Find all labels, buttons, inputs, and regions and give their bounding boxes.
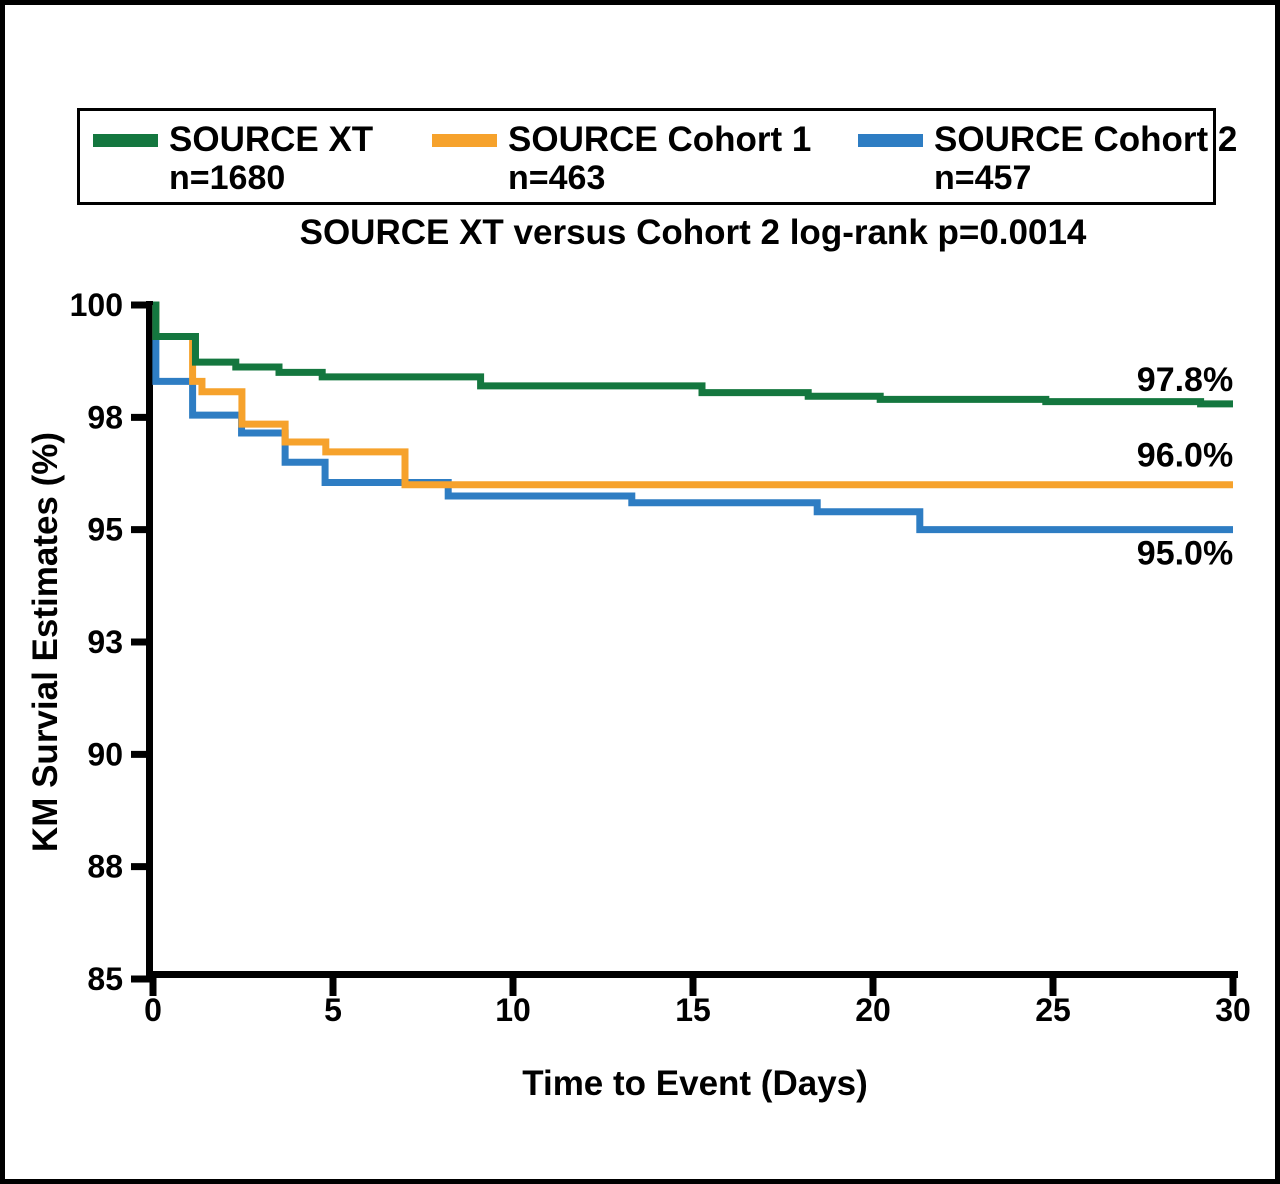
final-value-label: 95.0% xyxy=(1137,535,1233,573)
legend-box: SOURCE XT n=1680 SOURCE Cohort 1 n=463 S… xyxy=(77,108,1237,205)
km-curve-source-xt xyxy=(152,301,1233,408)
legend-n-count: n=1680 xyxy=(169,159,286,197)
km-curve-source-cohort-1 xyxy=(152,301,1233,489)
legend-label: SOURCE XT xyxy=(169,120,374,159)
legend-swatch-source-cohort-2 xyxy=(858,133,923,147)
x-tick-label: 25 xyxy=(1035,992,1071,1028)
legend-n-count: n=463 xyxy=(508,159,606,197)
legend-n-count: n=457 xyxy=(934,159,1032,197)
x-tick-label: 15 xyxy=(675,992,711,1028)
y-tick-label: 88 xyxy=(87,849,123,885)
legend-label: SOURCE Cohort 2 xyxy=(934,120,1238,159)
x-tick-label: 30 xyxy=(1215,992,1251,1028)
x-tick-label: 5 xyxy=(324,992,342,1028)
y-tick-label: 93 xyxy=(87,624,123,660)
legend-swatch-source-cohort-1 xyxy=(432,133,497,147)
legend-entry-source-xt: SOURCE XT n=1680 xyxy=(93,120,373,196)
legend-swatch-source-xt xyxy=(93,133,158,147)
axis-ticks: 100 98 95 93 90 88 85 0 5 10 15 20 25 30 xyxy=(70,287,1251,1028)
x-tick-label: 20 xyxy=(855,992,891,1028)
y-axis-title: KM Survial Estimates (%) xyxy=(26,432,65,852)
legend-entry-source-cohort-2: SOURCE Cohort 2 n=457 xyxy=(858,120,1237,196)
legend-entry-source-cohort-1: SOURCE Cohort 1 n=463 xyxy=(432,120,811,196)
km-curve-source-cohort-2 xyxy=(152,301,1233,534)
x-tick-label: 10 xyxy=(495,992,531,1028)
survival-curves xyxy=(152,301,1233,534)
final-value-labels: 97.8% 96.0% 95.0% xyxy=(1137,361,1233,573)
km-survival-plot: 100 98 95 93 90 88 85 0 5 10 15 20 25 30 97.8% 96.0% 95… xyxy=(26,287,1251,1103)
legend-label: SOURCE Cohort 1 xyxy=(508,120,812,159)
y-tick-label: 100 xyxy=(70,287,123,323)
final-value-label: 97.8% xyxy=(1137,361,1233,399)
chart-title: SOURCE XT versus Cohort 2 log-rank p=0.0… xyxy=(299,213,1087,252)
y-tick-label: 98 xyxy=(87,399,123,435)
x-tick-label: 0 xyxy=(144,992,162,1028)
y-tick-label: 90 xyxy=(87,736,123,772)
y-tick-label: 95 xyxy=(87,512,123,548)
final-value-label: 96.0% xyxy=(1137,437,1233,475)
x-axis-title: Time to Event (Days) xyxy=(522,1064,868,1103)
y-tick-label: 85 xyxy=(87,961,123,997)
